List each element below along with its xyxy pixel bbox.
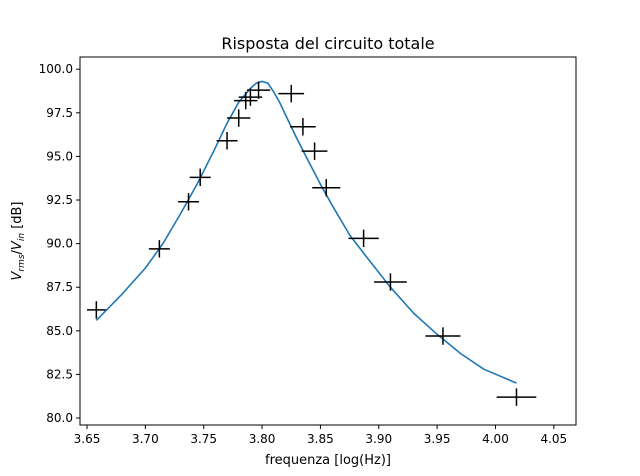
y-label-sub-2: in [17,233,27,242]
data-point [425,327,461,345]
y-tick-label: 100.0 [39,62,73,76]
y-tick-label: 90.0 [46,237,73,251]
y-tick-label: 87.5 [46,280,73,294]
y-label-sep: / [10,249,25,254]
y-ticks: 80.0 82.5 85.0 87.5 90.0 92.5 95.0 97.5 100.0 [39,62,80,425]
plot-frame [79,56,577,426]
data-point [227,109,251,127]
y-tick-label: 95.0 [46,149,73,163]
data-point [301,142,328,160]
data-point [374,273,407,291]
x-tick-label: 3.75 [190,432,217,446]
x-ticks: 3.65 3.70 3.75 3.80 3.85 3.90 3.95 4.00 4.05 [74,425,567,446]
data-point [246,81,271,99]
x-tick-label: 3.80 [249,432,276,446]
y-tick-label: 97.5 [46,106,73,120]
chart-title: Risposta del circuito totale [221,34,434,53]
data-point [234,91,258,110]
data-points [87,81,537,406]
data-point [290,118,316,136]
y-tick-label: 85.0 [46,324,73,338]
y-label-base-2: V [10,240,25,250]
data-point [189,168,211,187]
x-axis-label: frequenza [log(Hz)] [265,453,391,468]
y-tick-label: 82.5 [46,367,73,381]
x-tick-label: 4.05 [540,432,567,446]
data-point [148,240,170,258]
data-point [278,84,305,103]
data-point [348,229,379,248]
data-point [312,179,341,197]
x-tick-label: 4.00 [482,432,509,446]
x-tick-label: 3.85 [307,432,334,446]
y-tick-label: 80.0 [46,411,73,425]
data-point [216,131,238,150]
data-point [178,193,200,211]
y-label-sub-1: rms [17,254,27,271]
x-tick-label: 3.70 [132,432,159,446]
data-point [496,388,537,406]
y-tick-label: 92.5 [46,193,73,207]
y-label-base-1: V [10,271,25,281]
y-axis-label: Vrms/Vin [dB] [10,201,27,280]
x-tick-label: 3.95 [424,432,451,446]
x-tick-label: 3.65 [74,432,101,446]
x-tick-label: 3.90 [365,432,392,446]
y-label-unit: [dB] [10,201,25,232]
data-point [87,301,106,319]
